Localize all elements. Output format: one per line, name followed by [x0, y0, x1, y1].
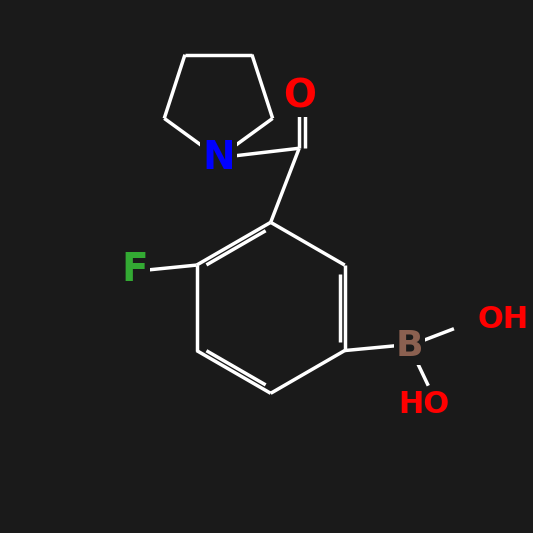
- Text: O: O: [282, 77, 316, 115]
- Text: N: N: [202, 139, 235, 177]
- Text: HO: HO: [398, 390, 449, 419]
- Text: F: F: [122, 251, 148, 289]
- Text: OH: OH: [478, 305, 529, 334]
- Text: B: B: [395, 329, 423, 363]
